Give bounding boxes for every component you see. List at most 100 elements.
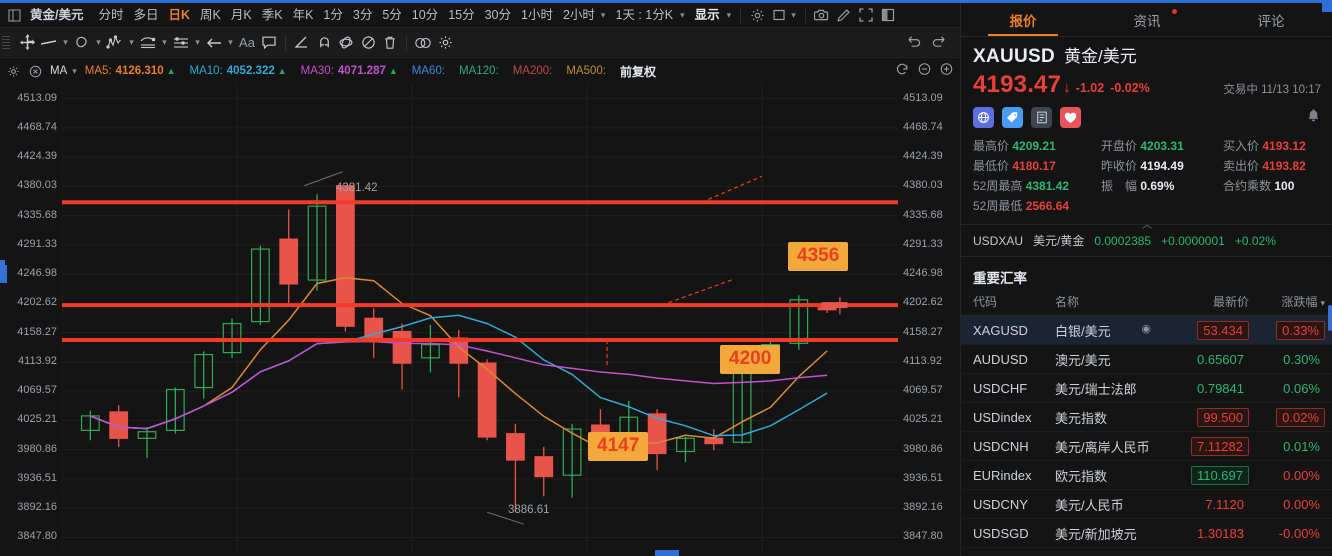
period-item-7[interactable]: 1分	[323, 8, 343, 22]
text-tool-icon[interactable]: Aa	[239, 35, 255, 50]
bottom-scroll-indicator[interactable]	[655, 550, 679, 556]
globe-icon[interactable]	[973, 107, 994, 128]
period-item-12[interactable]: 30分	[484, 8, 511, 22]
reset-icon[interactable]	[895, 62, 910, 76]
period-item-5[interactable]: 季K	[261, 8, 283, 22]
redo-icon[interactable]	[931, 34, 948, 54]
ma-entry-MA120[interactable]: MA120:	[459, 65, 499, 77]
settings-gear-icon[interactable]	[434, 32, 456, 54]
display-caret-icon[interactable]: ▾	[726, 9, 732, 20]
period-item-0[interactable]: 分时	[98, 8, 124, 22]
trash-icon[interactable]	[379, 32, 401, 54]
period-item-2[interactable]: 日K	[168, 8, 191, 22]
fx-header-price[interactable]: 最新价	[1212, 295, 1249, 309]
ma-entry-MA200[interactable]: MA200:	[512, 65, 553, 77]
ma-entry-MA60[interactable]: MA60:	[411, 65, 446, 77]
price-axis-right[interactable]: 4513.09 4468.74 4424.39 4380.03 4335.68 4291.…	[898, 84, 960, 552]
fx-row-AUDUSD[interactable]: AUDUSD 澳元/美元 0.65607 0.30%	[961, 345, 1332, 374]
tab-1[interactable]: 资讯	[1085, 3, 1209, 36]
square-caret-icon[interactable]: ▾	[791, 9, 796, 20]
zoom-out-icon[interactable]	[917, 62, 932, 76]
fx-header-change[interactable]: 涨跌幅 ▾	[1281, 295, 1325, 309]
period-item-11[interactable]: 15分	[448, 8, 475, 22]
shape-tool-caret-icon[interactable]: ▾	[96, 37, 101, 47]
price-annotation-4200[interactable]: 4200	[720, 345, 781, 375]
period-item-6[interactable]: 年K	[292, 8, 314, 22]
tab-0[interactable]: 报价	[961, 3, 1085, 36]
lock-disable-icon[interactable]	[357, 32, 379, 54]
period-item-10[interactable]: 10分	[411, 8, 439, 22]
crosshair-move-icon[interactable]	[16, 32, 38, 54]
heart-icon[interactable]	[1060, 107, 1081, 128]
pencil-icon[interactable]	[833, 5, 855, 25]
fibonacci-tool-icon[interactable]	[104, 32, 126, 54]
panel-scrollbar-thumb[interactable]	[1328, 305, 1332, 331]
fx-row-USDCNY[interactable]: USDCNY 美元/人民币 7.1120 0.00%	[961, 490, 1332, 519]
usdxau-row[interactable]: USDXAU 美元/黄金 0.0002385 +0.0000001 +0.02%	[961, 224, 1332, 257]
fx-row-USDCHF[interactable]: USDCHF 美元/瑞士法郎 0.79841 0.06%	[961, 374, 1332, 403]
shape-tool-icon[interactable]	[71, 32, 93, 54]
channel-tool-caret-icon[interactable]: ▾	[195, 37, 200, 47]
arrow-tool-caret-icon[interactable]: ▾	[228, 37, 233, 47]
bell-icon[interactable]	[1306, 108, 1321, 129]
period-item-1[interactable]: 多日	[133, 8, 159, 22]
toolbar-drag-handle[interactable]	[2, 34, 14, 52]
camera-icon[interactable]	[811, 5, 833, 25]
adjust-label[interactable]: 前复权	[619, 64, 656, 79]
wave-tool-icon[interactable]	[137, 32, 159, 54]
price-axis-left[interactable]: 4513.09 4468.74 4424.39 4380.03 4335.68 4291.…	[0, 84, 62, 552]
undo-icon[interactable]	[905, 34, 922, 54]
magic-wand-icon[interactable]	[335, 32, 357, 54]
period-item-14[interactable]: 2小时	[562, 8, 595, 22]
square-icon[interactable]	[768, 5, 790, 25]
split-panel-icon[interactable]	[877, 5, 899, 25]
fx-row-XAGUSD[interactable]: XAGUSD 白银/美元 ◉ 53.434 0.33%	[961, 316, 1332, 345]
line-tool-caret-icon[interactable]: ▾	[63, 37, 68, 47]
collapse-stats-chevron-icon[interactable]: ︿	[1142, 220, 1152, 231]
fibonacci-tool-caret-icon[interactable]: ▾	[129, 37, 134, 47]
angle-tool-icon[interactable]	[291, 32, 313, 54]
fx-row-USDSGD[interactable]: USDSGD 美元/新加坡元 1.30183 -0.00%	[961, 519, 1332, 548]
period-more-caret[interactable]: ▾	[600, 9, 606, 20]
fullscreen-icon[interactable]	[855, 5, 877, 25]
gear-icon[interactable]	[746, 5, 768, 25]
line-tool-icon[interactable]	[38, 32, 60, 54]
display-label[interactable]: 显示	[694, 8, 720, 22]
ma-settings-gear-icon[interactable]	[4, 62, 22, 80]
wave-tool-caret-icon[interactable]: ▾	[162, 37, 167, 47]
layout-icon[interactable]	[4, 6, 24, 24]
channel-tool-icon[interactable]	[170, 32, 192, 54]
ma-entry-MA30[interactable]: MA30: 4071.287 ▲	[300, 65, 398, 77]
price-annotation-4356[interactable]: 4356	[788, 242, 849, 272]
chart-canvas[interactable]: 4513.09 4468.74 4424.39 4380.03 4335.68 4291.…	[0, 84, 960, 552]
watch-eye-icon[interactable]: ◉	[1141, 322, 1151, 335]
fx-row-USDCNH[interactable]: USDCNH 美元/离岸人民币 7.11282 0.01%	[961, 432, 1332, 461]
range-caret-icon[interactable]: ▾	[680, 9, 685, 20]
ma-close-icon[interactable]	[26, 62, 44, 80]
comment-tool-icon[interactable]	[258, 32, 280, 54]
ma-entry-MA500[interactable]: MA500:	[566, 65, 606, 77]
ma-entry-MA5[interactable]: MA5: 4126.310 ▲	[84, 65, 176, 77]
zoom-in-icon[interactable]	[939, 62, 954, 76]
symbol-label[interactable]: 黄金/美元	[30, 8, 84, 22]
period-item-13[interactable]: 1小时	[521, 8, 553, 22]
candlestick-plot[interactable]	[62, 84, 898, 552]
period-item-4[interactable]: 月K	[230, 8, 252, 22]
note-icon[interactable]	[1031, 107, 1052, 128]
ma-entry-MA10[interactable]: MA10: 4052.322 ▲	[189, 65, 287, 77]
ma-label[interactable]: MA	[50, 65, 68, 77]
tag-icon[interactable]	[1002, 107, 1023, 128]
range-label[interactable]: 1天 : 1分K	[615, 8, 674, 22]
compare-icon[interactable]	[412, 32, 434, 54]
period-item-9[interactable]: 5分	[382, 8, 402, 22]
fx-row-USDCAD[interactable]: USDCAD美元/加元1.40063-0.01%	[961, 548, 1332, 556]
price-annotation-4147[interactable]: 4147	[588, 432, 649, 462]
fx-row-EURindex[interactable]: EURindex 欧元指数 110.697 0.00%	[961, 461, 1332, 490]
fx-row-USDindex[interactable]: USDindex 美元指数 99.500 0.02%	[961, 403, 1332, 432]
period-item-8[interactable]: 3分	[352, 8, 373, 22]
arrow-tool-icon[interactable]	[203, 32, 225, 54]
ma-caret-icon[interactable]: ▾	[72, 65, 77, 76]
tab-2[interactable]: 评论	[1209, 3, 1332, 36]
magnet-icon[interactable]	[313, 32, 335, 54]
period-item-3[interactable]: 周K	[200, 8, 221, 22]
